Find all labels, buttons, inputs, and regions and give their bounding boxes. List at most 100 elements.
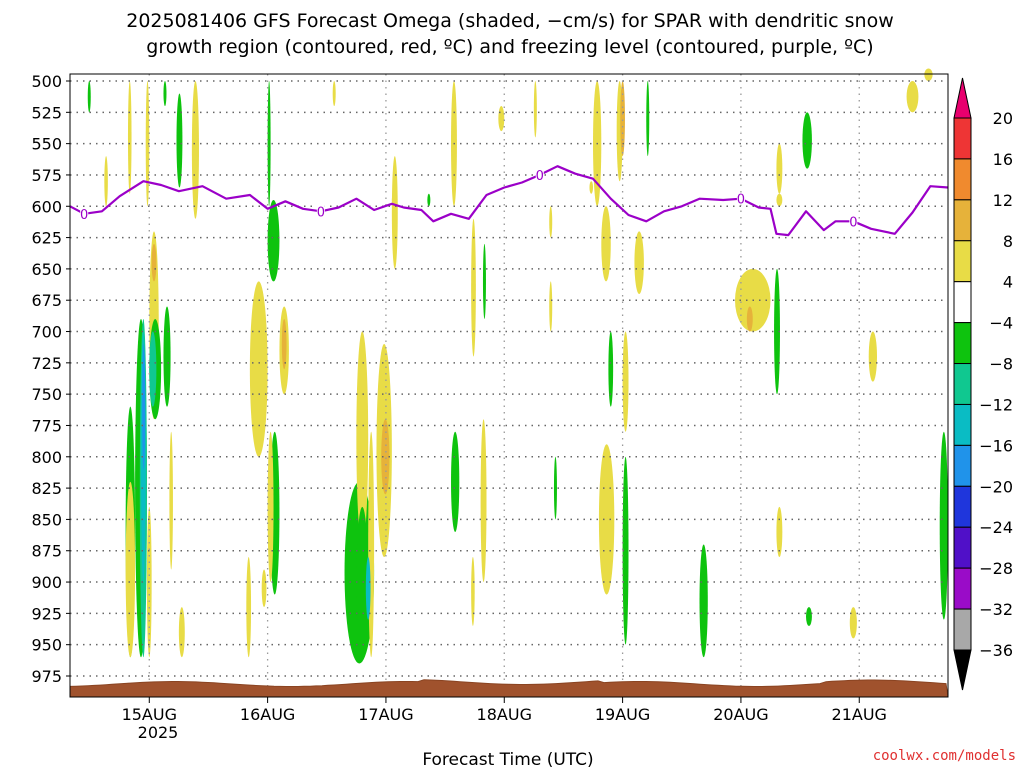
omega-cell-yellow	[634, 231, 644, 294]
omega-cell-blue	[142, 344, 146, 470]
omega-cell-yellow	[776, 506, 783, 557]
y-tick-label: 750	[31, 385, 62, 404]
contour-label-bg	[535, 168, 544, 181]
y-tick-label: 725	[31, 354, 62, 373]
plot-frame	[69, 73, 949, 698]
colorbar-label: −16	[979, 436, 1013, 455]
y-tick-label: 875	[31, 542, 62, 561]
colorbar-segment	[953, 117, 972, 160]
omega-cell-yellow	[471, 557, 475, 626]
omega-cell-yellow	[178, 607, 185, 658]
x-tick-label: 21AUG	[832, 705, 887, 724]
omega-cell-orange	[151, 243, 157, 282]
y-tick-label: 775	[31, 416, 62, 435]
contour-label: 0	[536, 169, 544, 184]
colorbar-top-arrow	[953, 77, 972, 119]
omega-cell-yellow	[924, 68, 933, 81]
y-tick-label: 500	[31, 72, 62, 91]
omega-cell-yellow	[261, 569, 267, 608]
y-tick-label: 650	[31, 260, 62, 279]
omega-cell-green	[176, 93, 183, 188]
plot-area: 0 0 0 0 0	[69, 68, 949, 698]
contour-label: 0	[849, 215, 857, 230]
x-tick-label: 17AUG	[358, 705, 413, 724]
colorbar: 20 16 12 8 4 −4 −8 −12 −16 −20 −24 −28 −32 −36	[953, 77, 1013, 691]
y-tick-label: 925	[31, 604, 62, 623]
colorbar-label: 20	[993, 109, 1013, 128]
chart-title: 2025081406 GFS Forecast Omega (shaded, −…	[126, 10, 894, 58]
terrain-surface	[69, 679, 949, 698]
omega-cell-yellow	[368, 431, 375, 658]
colorbar-label: −28	[979, 559, 1013, 578]
freezing-level-line	[69, 165, 949, 237]
omega-cell-yellow	[332, 81, 336, 107]
y-tick-label: 550	[31, 135, 62, 154]
contour-label-bg	[80, 207, 89, 220]
contour-label: 0	[80, 208, 88, 223]
colorbar-label: 4	[1003, 273, 1013, 292]
omega-cell-green	[646, 81, 650, 157]
contour-label: 0	[317, 205, 325, 220]
colorbar-segment	[953, 281, 972, 324]
colorbar-label: 12	[993, 191, 1013, 210]
omega-cell-yellow	[127, 81, 132, 194]
omega-cell-green	[482, 243, 486, 319]
colorbar-segment	[953, 240, 972, 283]
contour-label-bg	[736, 192, 745, 205]
y-axis: 500 525 550 575 600 625 650 675 700 725 750 775 800 8…	[31, 72, 70, 686]
omega-cell-green	[806, 607, 812, 626]
omega-cell-yellow	[480, 419, 487, 583]
contour-label: 0	[737, 193, 745, 208]
y-tick-label: 900	[31, 573, 62, 592]
omega-cell-green	[451, 431, 460, 532]
colorbar-bottom-arrow	[953, 649, 972, 691]
y-tick-label: 975	[31, 667, 62, 686]
colorbar-segment	[953, 526, 972, 569]
colorbar-segment	[953, 567, 972, 610]
omega-cell-yellow	[533, 81, 537, 138]
colorbar-segment	[953, 485, 972, 528]
colorbar-label: −24	[979, 518, 1013, 537]
omega-cell-green	[267, 200, 280, 282]
omega-cell-green	[802, 112, 812, 169]
x-tick-label: 19AUG	[595, 705, 650, 724]
colorbar-label: 8	[1003, 232, 1013, 251]
y-tick-label: 575	[31, 166, 62, 185]
y-tick-label: 825	[31, 479, 62, 498]
omega-cell-yellow	[601, 206, 611, 282]
y-tick-label: 700	[31, 323, 62, 342]
colorbar-label: −4	[989, 314, 1013, 333]
omega-cell-yellow	[622, 331, 629, 432]
omega-cell-green	[356, 506, 369, 658]
title-line-1: 2025081406 GFS Forecast Omega (shaded, −…	[126, 10, 894, 32]
y-tick-label: 850	[31, 510, 62, 529]
colorbar-segment	[953, 322, 972, 365]
omega-cell-teal	[149, 331, 157, 407]
x-tick-label: 18AUG	[477, 705, 532, 724]
omega-cell-green	[427, 193, 431, 207]
colorbar-label: −8	[989, 355, 1013, 374]
contour-label-bg	[849, 215, 858, 228]
credit-text: coolwx.com/models	[873, 748, 1016, 764]
x-axis: 15AUG 16AUG 17AUG 18AUG 19AUG 20AUG 21AUG	[122, 697, 887, 724]
omega-cell-yellow	[849, 607, 857, 639]
omega-cell-yellow	[356, 331, 369, 545]
plot-background	[70, 74, 948, 697]
colorbar-segment	[953, 199, 972, 242]
colorbar-segment	[953, 444, 972, 487]
omega-cell-yellow	[246, 557, 252, 658]
y-tick-label: 625	[31, 229, 62, 248]
omega-cell-yellow	[267, 431, 274, 583]
omega-cell-yellow	[169, 431, 173, 570]
title-line-2: growth region (contoured, red, ºC) and f…	[146, 36, 873, 58]
omega-cell-yellow	[391, 156, 398, 269]
colorbar-label: −32	[979, 600, 1013, 619]
x-tick-label: 20AUG	[713, 705, 768, 724]
colorbar-label: −36	[979, 641, 1013, 660]
omega-cell-yellow	[868, 331, 878, 382]
omega-cell-orange	[746, 306, 753, 332]
y-tick-label: 525	[31, 103, 62, 122]
colorbar-segment	[953, 403, 972, 446]
omega-cell-orange	[381, 419, 390, 495]
